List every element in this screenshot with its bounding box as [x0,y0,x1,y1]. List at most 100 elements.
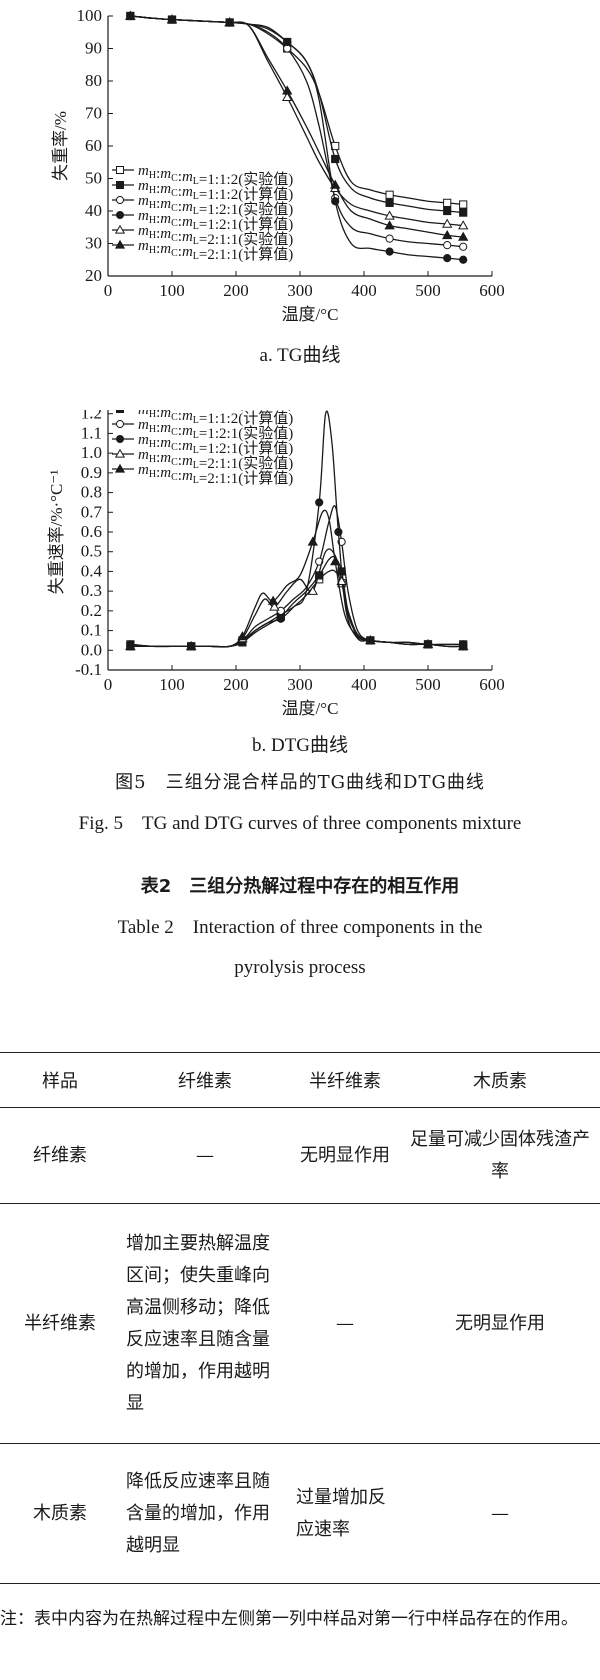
legend-label: mH:mC:mL=1:1:2(计算值) [138,178,293,203]
legend-marker [116,410,124,413]
row-label: 木质素 [0,1443,120,1584]
tg-chart: 0 100 200 300 400 500 600 20 30 40 50 60 70 80 90 100 温度… [0,0,600,372]
y-tick-label: 100 [77,6,103,25]
y-tick-label: 0.3 [81,581,102,600]
series-line [130,548,464,648]
data-point [336,575,347,586]
y-tick-label: 0.1 [81,621,102,640]
table-cell: 降低反应速率且随含量的增加，作用越明显 [120,1443,290,1584]
data-point [334,527,343,537]
data-point [365,635,376,645]
row-label: 纤维素 [0,1107,120,1204]
data-point [282,85,293,95]
x-axis-label: 温度/°C [282,699,339,718]
table-cell: — [120,1107,290,1204]
y-tick-label: 1.1 [81,423,102,442]
legend-label: mH:mC:mL=1:2:1(实验值) [138,193,293,218]
y-tick-label: 80 [85,71,102,90]
series-filled-triangle [125,509,469,651]
x-tick-label: 600 [479,675,505,694]
data-point [224,17,235,27]
data-point [385,247,394,256]
header-hemicellulose: 半纤维素 [290,1052,400,1108]
data-point [459,208,468,217]
y-tick-label: 0.2 [81,601,102,620]
legend-label: mH:mC:mL=2:1:1(实验值) [138,223,293,248]
data-point [385,198,394,207]
legend-marker [116,435,124,443]
data-point [385,190,394,199]
data-point [442,218,453,228]
table-title-cn: 表2 三组分热解过程中存在的相互作用 [140,876,460,897]
interaction-table: 样品 纤维素 半纤维素 木质素 纤维素 — 无明显作用 足量可减少固体残渣产率 … [0,1052,600,1584]
dtg-chart: 0 100 200 300 400 500 600 -0.1 0.0 0.1 0.2 0.3 0.4 0.… [0,410,600,782]
legend-marker [116,166,124,174]
data-point [125,641,136,651]
series-open-circle [126,505,468,651]
legend-marker [116,211,124,219]
x-axis-label: 温度/°C [282,305,339,324]
y-tick-label: 20 [85,266,102,285]
legend-label: mH:mC:mL=1:2:1(计算值) [138,432,293,457]
data-point [385,234,394,243]
legend: mH:mC:mL=1:1:2(实验值)mH:mC:mL=1:1:2(计算值)mH… [112,410,293,487]
series-filled-triangle [125,10,469,241]
data-point [331,154,340,164]
data-point [443,241,452,250]
data-point [458,220,469,230]
row-label: 半纤维素 [0,1203,120,1444]
x-tick-label: 600 [479,281,505,300]
header-cellulose: 纤维素 [120,1052,290,1108]
data-point [307,585,318,595]
legend-marker [114,448,126,458]
header-lignin: 木质素 [400,1052,600,1108]
data-point [330,179,341,189]
y-tick-label: 60 [85,136,102,155]
data-point [331,197,340,206]
series-line [130,555,464,648]
data-point [276,614,285,623]
x-tick-label: 0 [104,281,113,300]
legend-marker [114,224,126,234]
x-tick-label: 500 [415,281,441,300]
y-tick-label: 0.9 [81,463,102,482]
table-note: 注：表中内容为在热解过程中左侧第一列中样品对第一行中样品存在的作用。 [0,1609,578,1629]
legend: mH:mC:mL=1:1:2(实验值)mH:mC:mL=1:1:2(计算值)mH… [112,163,293,263]
series-filled-square [126,555,468,651]
legend-label: mH:mC:mL=1:1:2(实验值) [138,163,293,188]
series-line [130,569,464,648]
y-tick-label: 0.6 [81,522,102,541]
data-point [384,210,395,220]
data-point [276,606,285,615]
y-axis-label: 失重率/% [51,111,70,181]
table-row: 纤维素 — 无明显作用 足量可减少固体残渣产率 [0,1107,600,1204]
data-point [166,14,178,24]
legend-marker [114,239,126,249]
data-point [458,231,469,241]
x-tick-label: 100 [159,675,185,694]
series-line [130,505,464,648]
axes: 0 100 200 300 400 500 600 20 30 40 50 60 70 80 90 100 温度… [51,6,505,324]
data-point [283,37,292,47]
data-point [459,242,468,251]
legend-label: mH:mC:mL=2:1:1(计算值) [138,462,293,487]
data-point [186,641,197,651]
y-tick-label: 90 [85,39,102,58]
data-point [269,601,280,611]
x-tick-label: 200 [223,281,249,300]
x-tick-label: 400 [351,281,377,300]
y-tick-label: 0.5 [81,542,102,561]
table-header-row: 样品 纤维素 半纤维素 木质素 [0,1052,600,1108]
x-tick-label: 500 [415,675,441,694]
legend-marker [116,420,124,428]
x-tick-label: 100 [159,281,185,300]
y-tick-label: 0.8 [81,483,102,502]
data-point [459,255,468,264]
y-tick-label: 1.0 [81,443,102,462]
y-tick-label: 50 [85,169,102,188]
x-tick-label: 300 [287,281,313,300]
legend-label: mH:mC:mL=1:1:2(计算值) [138,410,293,427]
y-tick-label: 0.4 [81,561,103,580]
legend-label: mH:mC:mL=2:1:1(计算值) [138,238,293,263]
figure-caption-cn: 图5 三组分混合样品的TG曲线和DTG曲线 [115,772,485,793]
